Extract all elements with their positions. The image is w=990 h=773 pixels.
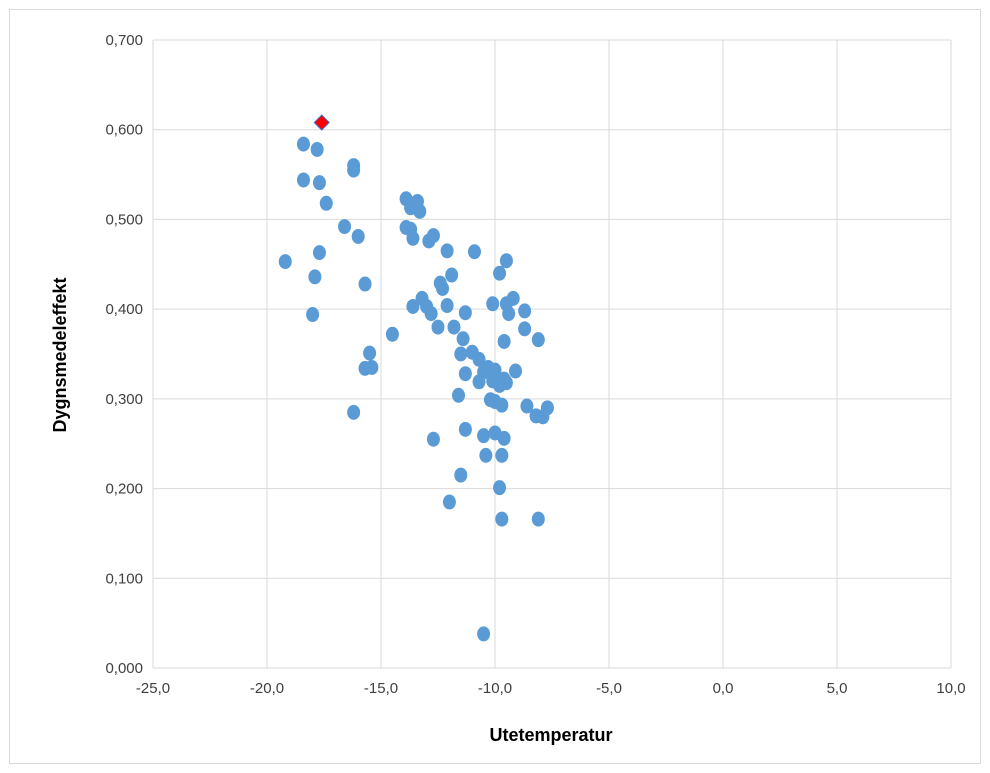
x-tick-label: -10,0 — [478, 680, 512, 697]
data-point — [296, 172, 310, 188]
data-point — [477, 626, 491, 642]
data-point — [495, 447, 509, 463]
data-point — [338, 219, 352, 235]
data-point — [456, 331, 470, 347]
data-point — [363, 345, 377, 361]
x-tick-label: 5,0 — [827, 680, 848, 697]
data-point — [509, 363, 523, 379]
data-point — [497, 430, 511, 446]
data-point — [426, 431, 440, 447]
y-tick-label: 0,500 — [105, 211, 143, 228]
data-point — [385, 326, 399, 342]
data-point — [426, 228, 440, 244]
data-point — [406, 230, 420, 246]
data-point — [493, 265, 507, 281]
highlight-point — [313, 114, 330, 131]
data-point — [347, 162, 361, 178]
data-point — [452, 387, 466, 403]
y-tick-label: 0,400 — [105, 301, 143, 318]
data-point — [406, 298, 420, 314]
data-point — [454, 346, 468, 362]
x-tick-label: -20,0 — [250, 680, 284, 697]
data-point — [518, 321, 532, 337]
y-tick-label: 0,200 — [105, 481, 143, 498]
data-point — [440, 243, 454, 259]
data-point — [312, 245, 326, 261]
data-point — [310, 141, 324, 157]
data-point — [278, 254, 292, 270]
tick-labels: -25,0 -20,0 -15,0 -10,0 -5,0 0,0 5,0 10,0 0,000 0… — [105, 32, 965, 697]
data-point — [518, 303, 532, 319]
data-point — [445, 267, 459, 283]
data-point — [499, 375, 513, 391]
data-point — [502, 306, 516, 322]
data-point — [319, 195, 333, 211]
data-point — [493, 480, 507, 496]
data-point — [306, 307, 320, 323]
data-point — [520, 398, 534, 414]
data-point — [424, 306, 438, 322]
y-tick-label: 0,000 — [105, 660, 143, 677]
data-point — [506, 290, 520, 306]
data-point — [365, 359, 379, 375]
data-point — [347, 404, 361, 420]
data-point — [458, 421, 472, 437]
data-point — [499, 253, 513, 269]
data-point — [531, 332, 545, 348]
data-point — [436, 281, 450, 297]
data-point — [458, 305, 472, 321]
data-point — [488, 362, 502, 378]
data-points — [278, 114, 554, 642]
y-tick-label: 0,100 — [105, 570, 143, 587]
data-point — [358, 276, 372, 292]
data-point — [495, 511, 509, 527]
data-point — [497, 333, 511, 349]
x-axis-title: Utetemperatur — [489, 725, 612, 745]
data-point — [447, 319, 461, 335]
data-point — [431, 319, 445, 335]
data-point — [442, 494, 456, 510]
gridlines — [152, 39, 952, 669]
data-point — [467, 244, 481, 260]
y-axis-title: Dygnsmedeleffekt — [50, 277, 70, 432]
data-point — [472, 351, 486, 367]
x-tick-label: 0,0 — [713, 680, 734, 697]
data-point — [312, 175, 326, 191]
x-tick-label: -25,0 — [136, 680, 170, 697]
data-point — [413, 203, 427, 219]
data-point — [540, 400, 554, 416]
data-point — [495, 397, 509, 413]
data-point — [458, 366, 472, 382]
data-point — [479, 447, 493, 463]
x-tick-label: -15,0 — [364, 680, 398, 697]
y-tick-label: 0,300 — [105, 391, 143, 408]
x-tick-label: -5,0 — [596, 680, 622, 697]
data-point — [531, 511, 545, 527]
data-point — [351, 228, 365, 244]
data-point — [454, 467, 468, 483]
x-tick-label: 10,0 — [936, 680, 965, 697]
data-point — [308, 269, 322, 285]
data-point — [486, 296, 500, 312]
data-point — [440, 298, 454, 314]
y-tick-label: 0,700 — [105, 32, 143, 49]
data-point — [296, 136, 310, 152]
y-tick-label: 0,600 — [105, 122, 143, 139]
data-point — [477, 428, 491, 444]
